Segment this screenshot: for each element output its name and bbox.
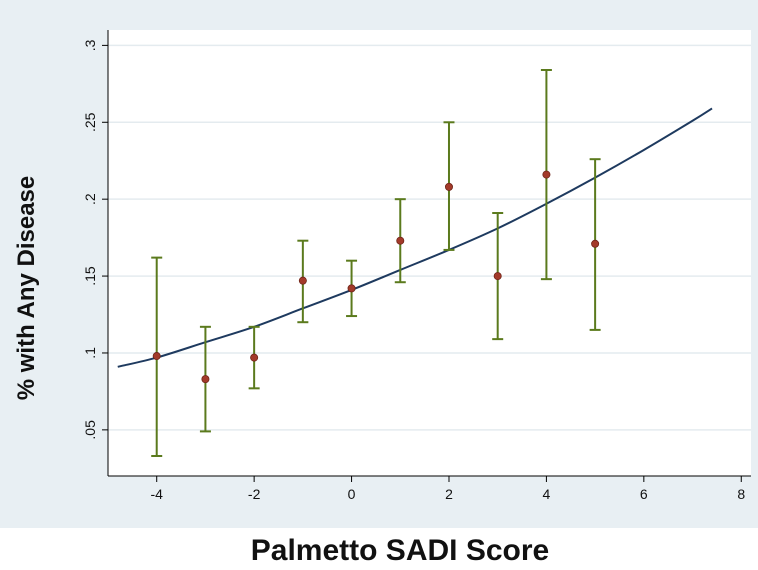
plot-area	[108, 30, 751, 476]
y-tick-label-3: .2	[82, 193, 98, 205]
data-point-8	[542, 170, 551, 179]
y-tick-label-2: .15	[82, 266, 98, 286]
data-point-0	[152, 352, 161, 361]
y-tick-label-0: .05	[82, 420, 98, 440]
data-point-6	[444, 182, 453, 191]
x-tick-label-2: 0	[348, 486, 356, 502]
x-tick-label-5: 6	[640, 486, 648, 502]
y-tick-label-1: .1	[82, 347, 98, 359]
grid-lines	[108, 44, 751, 431]
x-tick-label-3: 2	[445, 486, 453, 502]
x-tick-label-6: 8	[737, 486, 745, 502]
data-point-3	[298, 276, 307, 285]
x-tick-label-4: 4	[543, 486, 551, 502]
fit-curve-layer	[117, 107, 713, 368]
data-point-2	[250, 353, 259, 362]
y-axis-ticks: .05 .1 .15 .2 .25 .3	[82, 39, 108, 440]
y-tick-label-4: .25	[82, 112, 98, 132]
fit-curve	[117, 107, 713, 368]
x-tick-label-1: -2	[248, 486, 261, 502]
x-tick-label-0: -4	[150, 486, 163, 502]
x-axis-title: Palmetto SADI Score	[251, 534, 549, 567]
data-point-9	[591, 239, 600, 248]
data-points	[152, 170, 600, 384]
data-point-4	[347, 284, 356, 293]
x-axis-ticks: -4 -2 0 2 4 6 8	[150, 476, 745, 502]
data-point-7	[493, 272, 502, 281]
data-point-1	[201, 375, 210, 384]
data-point-5	[396, 236, 405, 245]
y-axis-title: % with Any Disease	[13, 176, 40, 401]
y-tick-label-5: .3	[82, 39, 98, 51]
